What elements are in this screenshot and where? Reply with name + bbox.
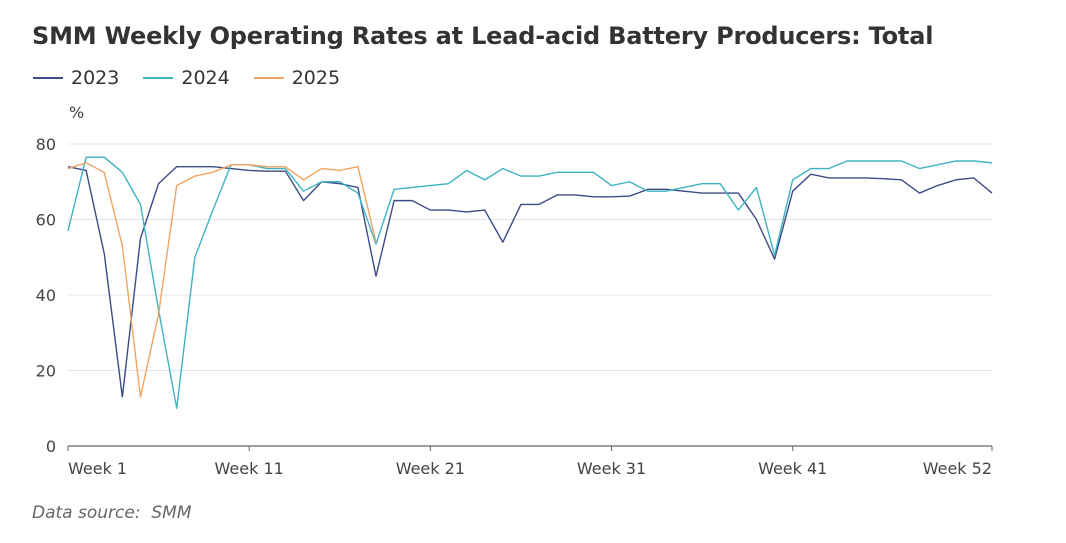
y-tick-label: 40 (36, 286, 56, 305)
series-line-2024 (67, 156, 993, 409)
chart-title: SMM Weekly Operating Rates at Lead-acid … (32, 22, 934, 50)
x-axis-ticks: Week 1 Week 11 Week 21 Week 31 Week 41 Week 5… (67, 446, 993, 478)
chart-legend: 2023 2024 2025 (33, 67, 340, 89)
legend-item-2024[interactable]: 2024 (143, 67, 230, 89)
y-tick-label: 20 (36, 362, 56, 381)
legend-item-2023[interactable]: 2023 (33, 67, 119, 89)
y-tick-label: 0 (46, 437, 56, 456)
legend-swatch-2025 (253, 77, 284, 79)
legend-label-2025: 2025 (291, 67, 341, 89)
x-tick-label: Week 11 (215, 459, 284, 478)
data-source-note: Data source: SMM (32, 503, 192, 523)
series-line-2023 (67, 165, 993, 398)
legend-label-2024: 2024 (181, 67, 230, 89)
x-tick-label: Week 52 (923, 459, 992, 478)
x-tick-label: Week 31 (577, 459, 646, 478)
y-tick-label: 80 (36, 135, 56, 154)
legend-item-2025[interactable]: 2025 (253, 67, 341, 89)
x-tick-label: Week 41 (758, 459, 827, 478)
y-tick-label: 60 (36, 211, 56, 230)
series-line-2025 (67, 162, 377, 398)
y-axis-ticks: 0 20 40 60 80 (36, 135, 56, 456)
series-lines (67, 156, 993, 409)
gridlines (68, 143, 992, 447)
x-tick-label: Week 21 (396, 459, 465, 478)
y-axis-unit-label: % (69, 103, 84, 122)
legend-label-2023: 2023 (71, 67, 120, 89)
legend-swatch-2024 (143, 77, 174, 79)
x-tick-label: Week 1 (68, 459, 127, 478)
legend-swatch-2023 (33, 77, 63, 79)
